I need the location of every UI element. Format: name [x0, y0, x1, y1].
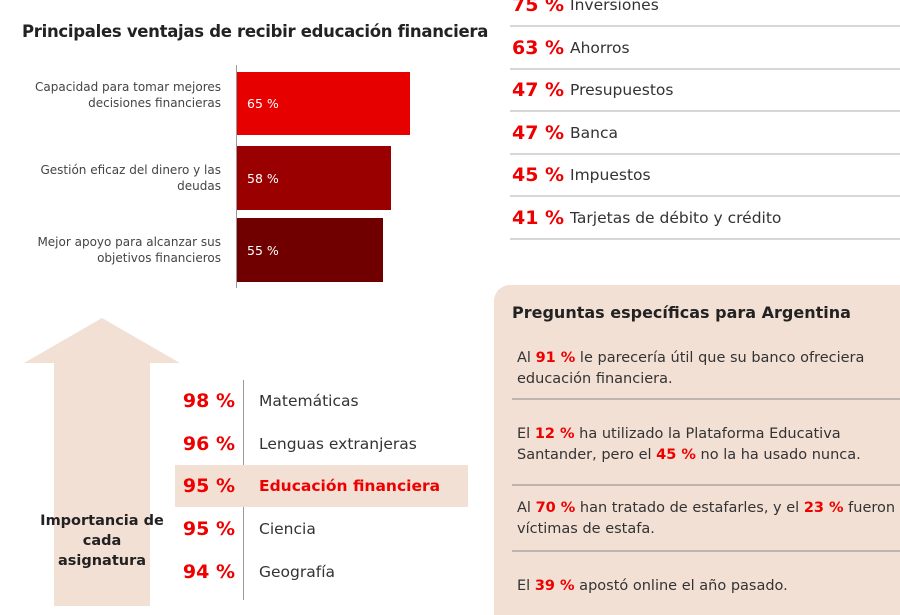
topic-label: Banca	[570, 123, 618, 142]
arrow-up-icon	[24, 318, 180, 606]
argentina-title: Preguntas específicas para Argentina	[512, 303, 851, 322]
topic-label: Impuestos	[570, 166, 651, 185]
topic-percent: 75 %	[512, 0, 565, 16]
topic-label: Ahorros	[570, 38, 630, 57]
subject-percent: 95 %	[182, 475, 235, 498]
highlight-percent: 12 %	[534, 426, 575, 442]
item-text: le parecería útil que su banco ofreciera…	[517, 350, 865, 387]
subject-label: Geografía	[259, 562, 336, 581]
subject-percent: 94 %	[182, 560, 235, 583]
topic-percent: 45 %	[512, 164, 565, 187]
topic-row: 63 % Ahorros	[510, 28, 900, 70]
bar-data-label: 55 %	[247, 242, 279, 258]
subject-label: Ciencia	[259, 520, 316, 539]
item-text: apostó online el año pasado.	[574, 578, 788, 594]
subject-label: Lenguas extranjeras	[259, 434, 417, 453]
bar: 65 %	[237, 72, 410, 135]
topic-label: Presupuestos	[570, 81, 674, 100]
topic-percent: 63 %	[512, 36, 565, 59]
item-text: no la ha usado nunca.	[695, 447, 861, 463]
subject-percent: 95 %	[182, 518, 235, 541]
subject-percent: 98 %	[182, 390, 235, 412]
argentina-item: El 39 % apostó online el año pasado.	[517, 576, 897, 597]
item-text: han tratado de estafarles, y el	[575, 500, 804, 516]
topic-row: 75 % Inversiones	[510, 0, 900, 27]
bar-data-label: 65 %	[247, 96, 279, 111]
chart-title: Principales ventajas de recibir educació…	[22, 22, 489, 41]
bar: 55 %	[237, 218, 384, 282]
subject-label: Educación financiera	[259, 477, 441, 496]
item-text: ha utilizado la Plataforma Educativa San…	[517, 426, 841, 463]
subject-label: Matemáticas	[259, 392, 359, 410]
argentina-panel	[494, 285, 900, 615]
subject-row: 94 % Geografía	[175, 551, 468, 593]
subject-percent: 96 %	[182, 432, 235, 455]
topic-percent: 47 %	[512, 121, 565, 144]
topic-row: 45 % Impuestos	[510, 155, 900, 198]
topic-label: Inversiones	[570, 0, 659, 14]
divider	[512, 398, 900, 400]
topic-row: 41 % Tarjetas de débito y crédito	[510, 198, 900, 240]
highlight-percent: 39 %	[534, 578, 575, 594]
topic-percent: 41 %	[512, 207, 565, 229]
subject-row: 96 % Lenguas extranjeras	[175, 423, 468, 465]
bar: 58 %	[237, 146, 392, 210]
topic-label: Tarjetas de débito y crédito	[570, 209, 782, 227]
divider	[512, 550, 900, 552]
bar-category-label: Gestión eficaz del dinero y las deudas	[40, 163, 221, 193]
topic-row: 47 % Banca	[510, 113, 900, 155]
subject-row: 95 % Educación financiera	[175, 465, 468, 508]
argentina-item: Al 70 % han tratado de estafarles, y el …	[517, 498, 897, 540]
item-text: Al	[517, 500, 536, 516]
bar-data-label: 58 %	[247, 170, 279, 186]
highlight-percent: 23 %	[803, 500, 844, 516]
item-text: Al	[517, 350, 536, 366]
subject-row: 95 % Ciencia	[175, 508, 468, 550]
subject-row: 98 % Matemáticas	[175, 380, 468, 422]
highlight-percent: 45 %	[656, 447, 696, 463]
highlight-percent: 91 %	[535, 350, 576, 366]
item-text: El	[517, 578, 535, 594]
item-text: fueron víctimas de estafa.	[517, 500, 896, 537]
highlight-percent: 70 %	[535, 500, 576, 516]
bar-category-label: Capacidad para tomar mejores decisiones …	[35, 80, 221, 110]
chart-axis	[236, 65, 237, 288]
topic-row: 47 % Presupuestos	[510, 70, 900, 113]
divider	[512, 484, 900, 486]
bar-category-label: Mejor apoyo para alcanzar sus objetivos …	[37, 235, 221, 265]
item-text: El	[517, 426, 535, 442]
argentina-item: Al 91 % le parecería útil que su banco o…	[517, 348, 897, 390]
subjects-label: Importancia de cada asignatura	[40, 513, 164, 569]
argentina-item: El 12 % ha utilizado la Plataforma Educa…	[517, 424, 897, 466]
topic-percent: 47 %	[512, 79, 565, 102]
